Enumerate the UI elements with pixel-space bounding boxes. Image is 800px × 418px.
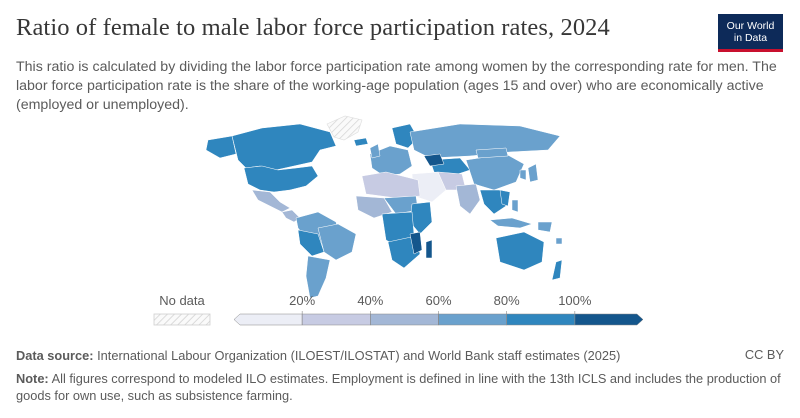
southern-cone[interactable] bbox=[305, 255, 331, 299]
source-text[interactable]: International Labour Organization (ILOES… bbox=[97, 348, 621, 363]
mexico[interactable] bbox=[251, 189, 291, 213]
australia[interactable] bbox=[495, 231, 545, 271]
pacific-islands[interactable] bbox=[555, 237, 563, 245]
iceland[interactable] bbox=[353, 137, 369, 147]
mongolia[interactable] bbox=[475, 147, 509, 159]
legend-tick-label: 100% bbox=[558, 293, 592, 308]
new-zealand[interactable] bbox=[551, 259, 563, 281]
korea[interactable] bbox=[519, 169, 527, 181]
color-legend: No data 20% 40% 60% 80% 100% bbox=[0, 290, 800, 330]
legend-bin[interactable] bbox=[370, 313, 439, 326]
mozambique[interactable] bbox=[409, 231, 423, 255]
legend-bin[interactable] bbox=[574, 313, 644, 326]
legend-tick-label: 20% bbox=[289, 293, 315, 308]
philippines[interactable] bbox=[511, 199, 519, 213]
legend-ticks: 20% 40% 60% 80% 100% bbox=[289, 293, 592, 325]
license-link[interactable]: CC BY bbox=[744, 347, 784, 362]
legend-bin[interactable] bbox=[301, 313, 371, 326]
logo-line-1: Our World bbox=[726, 20, 775, 32]
world-map[interactable] bbox=[0, 110, 800, 306]
europe-west[interactable] bbox=[369, 145, 413, 177]
brazil[interactable] bbox=[317, 223, 357, 261]
no-data-swatch bbox=[153, 313, 211, 326]
north-africa[interactable] bbox=[361, 171, 421, 199]
greenland[interactable] bbox=[326, 115, 363, 141]
legend-tick-label: 80% bbox=[494, 293, 520, 308]
legend-tick-label: 60% bbox=[425, 293, 451, 308]
chart-title: Ratio of female to male labor force part… bbox=[16, 14, 610, 41]
kazakhstan-core[interactable] bbox=[423, 153, 445, 167]
legend-bin[interactable] bbox=[233, 313, 303, 326]
alaska[interactable] bbox=[205, 135, 237, 159]
no-data-label: No data bbox=[159, 293, 205, 308]
data-source: Data source: International Labour Organi… bbox=[16, 347, 784, 364]
world-map-svg bbox=[205, 115, 563, 299]
legend-bins bbox=[233, 313, 644, 326]
legend-bin[interactable] bbox=[506, 313, 576, 326]
southeast-asia[interactable] bbox=[479, 189, 507, 215]
source-label: Data source: bbox=[16, 348, 94, 363]
owid-logo[interactable]: Our World in Data bbox=[718, 14, 783, 52]
legend-bin[interactable] bbox=[438, 313, 507, 326]
peru-bolivia[interactable] bbox=[297, 229, 325, 257]
logo-line-2: in Data bbox=[733, 32, 768, 44]
japan[interactable] bbox=[527, 163, 539, 183]
indonesia[interactable] bbox=[489, 217, 533, 229]
vietnam[interactable] bbox=[499, 189, 511, 207]
note-text: All figures correspond to modeled ILO es… bbox=[16, 371, 781, 403]
legend-svg: No data 20% 40% 60% 80% 100% bbox=[153, 293, 644, 326]
canada[interactable] bbox=[231, 123, 337, 171]
madagascar[interactable] bbox=[425, 239, 433, 259]
india[interactable] bbox=[455, 183, 481, 215]
note: Note: All figures correspond to modeled … bbox=[16, 370, 784, 404]
uk-ireland[interactable] bbox=[369, 143, 381, 159]
chart-subtitle: This ratio is calculated by dividing the… bbox=[16, 59, 777, 113]
note-label: Note: bbox=[16, 371, 49, 386]
papua[interactable] bbox=[537, 221, 553, 233]
legend-tick-label: 40% bbox=[357, 293, 383, 308]
russia[interactable] bbox=[409, 123, 561, 159]
usa[interactable] bbox=[243, 165, 319, 193]
